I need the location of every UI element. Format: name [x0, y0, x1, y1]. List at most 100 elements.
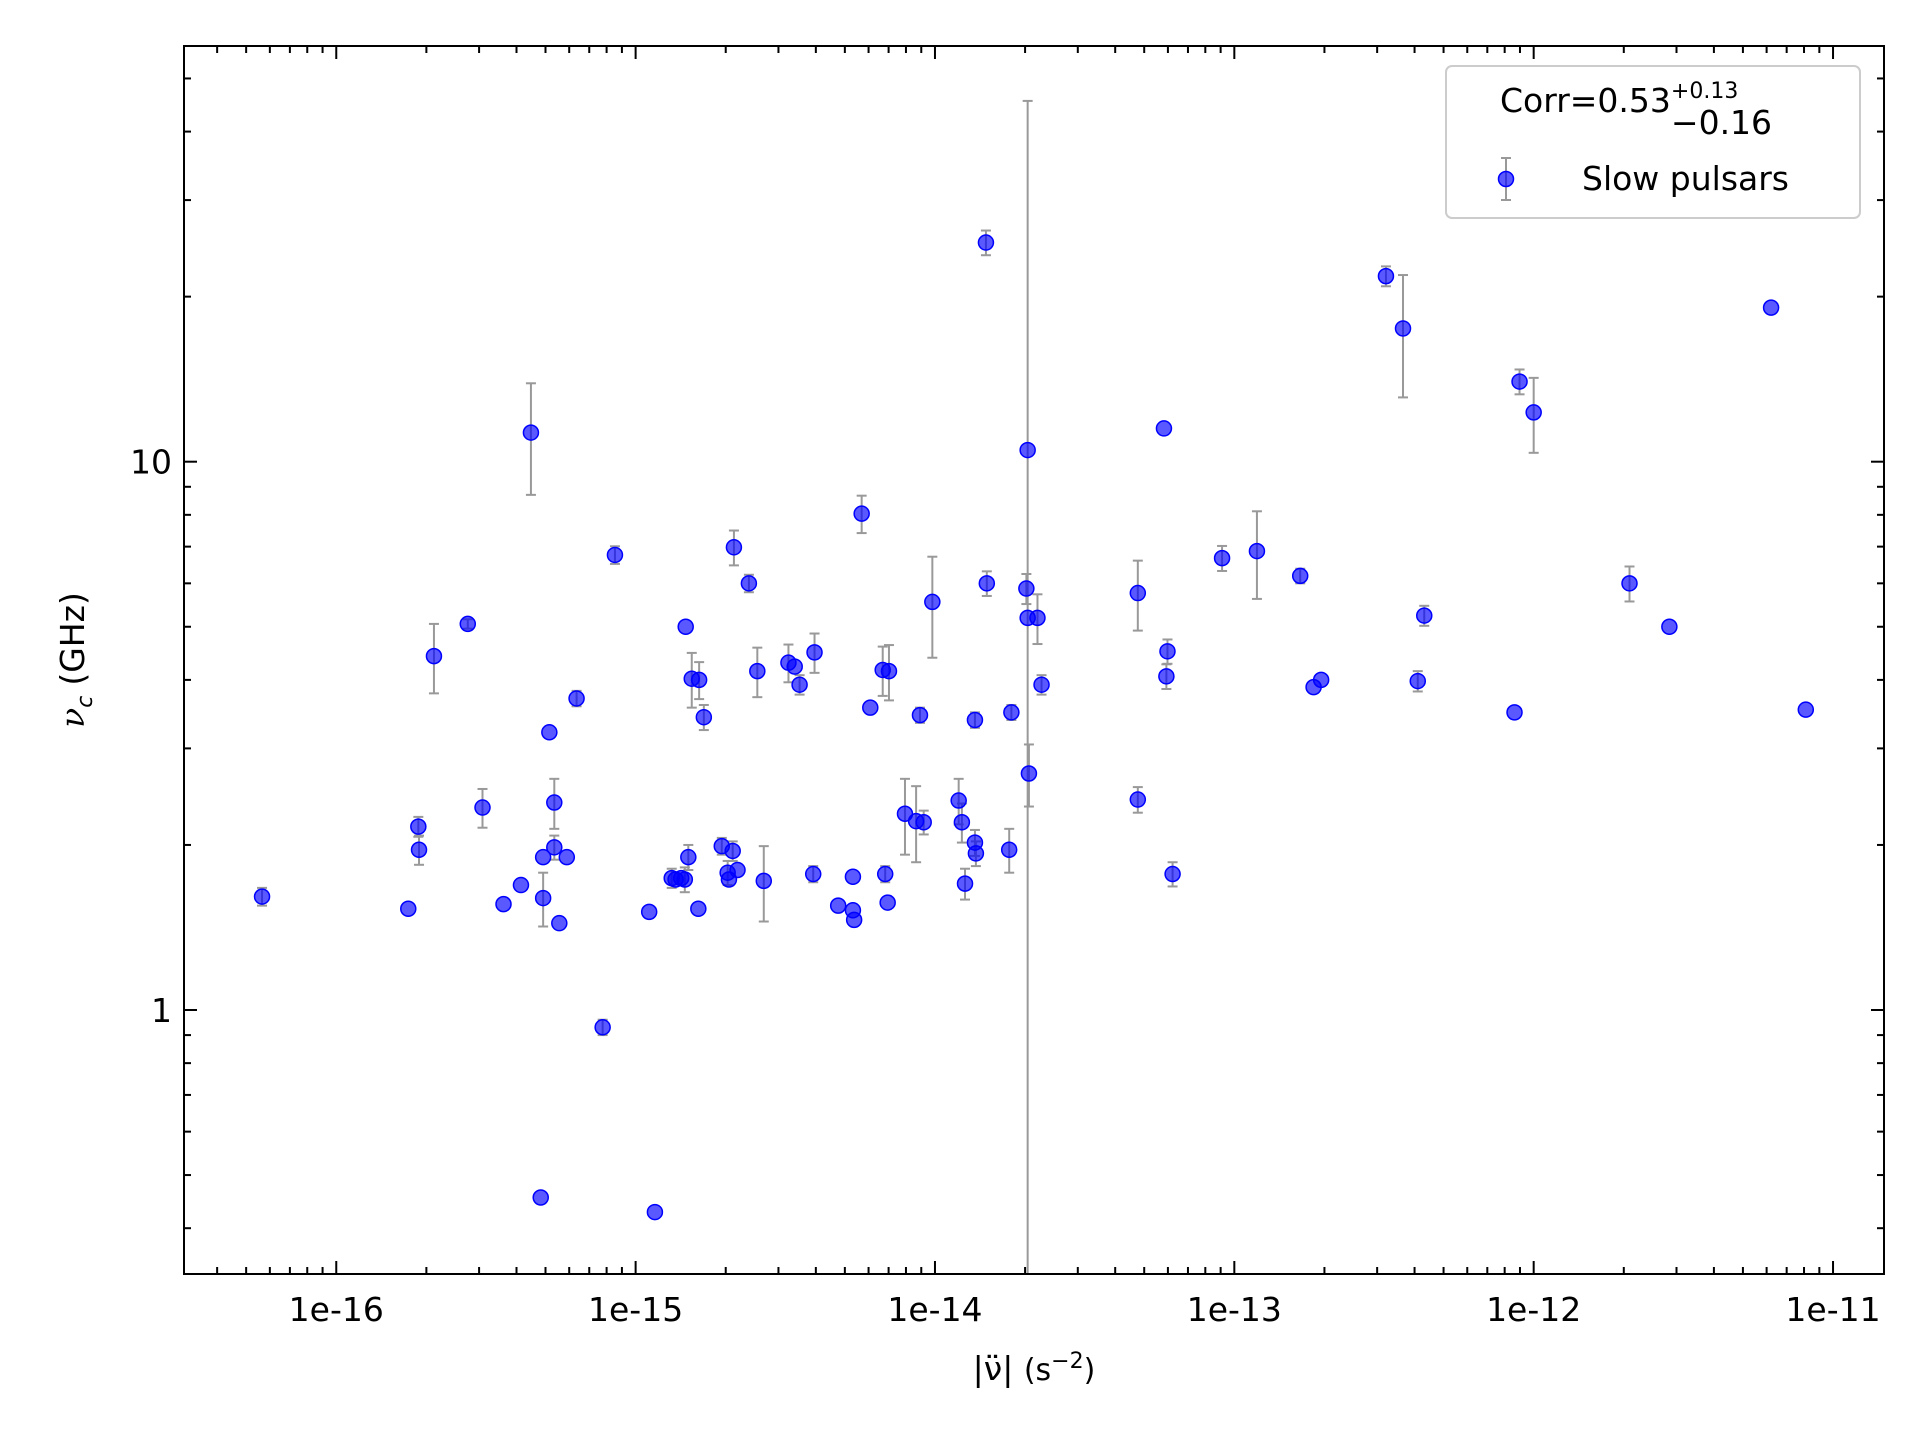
data-point: [1621, 575, 1638, 592]
data-point: [459, 615, 477, 633]
data-point: [950, 792, 967, 809]
data-point: [1029, 609, 1046, 627]
data-point: [541, 724, 558, 741]
data-point: [806, 644, 823, 661]
data-point: [1213, 549, 1231, 567]
data-point: [729, 861, 746, 879]
y-axis-label: νc (GHz): [53, 592, 98, 728]
data-point: [534, 848, 552, 866]
data-point: [755, 872, 773, 890]
data-point: [740, 575, 758, 592]
data-point: [1018, 580, 1035, 597]
x-tick-label: 1e-14: [887, 1290, 982, 1329]
data-point: [695, 708, 713, 726]
data-point: [1416, 607, 1433, 624]
data-point: [253, 888, 271, 905]
data-point: [410, 818, 427, 835]
data-point: [474, 799, 491, 816]
x-tick-label: 1e-15: [588, 1290, 683, 1329]
data-point: [1129, 584, 1147, 602]
ticks: 1e-16 1e-15 1e-14 1e-13 1e-12 1e-11 1 10: [130, 46, 1884, 1329]
data-point: [1033, 676, 1050, 693]
legend-label: Slow pulsars: [1582, 159, 1789, 198]
data-point: [966, 711, 984, 729]
data-point: [680, 848, 697, 866]
data-point: [844, 868, 862, 885]
legend-marker: [1497, 170, 1515, 188]
x-label-close: ): [1084, 1353, 1096, 1388]
data-point: [879, 894, 896, 911]
data-point: [1377, 267, 1395, 285]
legend-box: [1445, 65, 1861, 219]
data-point: [690, 900, 707, 917]
data-point: [915, 813, 932, 831]
data-point: [725, 539, 743, 556]
data-point: [1312, 671, 1330, 689]
x-label-unit: (s: [1024, 1353, 1051, 1388]
x-axis-label: |ν̈| (s−2): [973, 1349, 1096, 1388]
y-tick-label: 1: [151, 991, 172, 1030]
data-point: [845, 911, 863, 929]
data-point: [1003, 704, 1020, 721]
y-label-symbol: ν: [53, 708, 92, 728]
data-point: [953, 813, 971, 831]
data-point: [1394, 320, 1412, 337]
data-point: [978, 575, 996, 592]
data-point: [1155, 420, 1173, 437]
data-point: [400, 900, 417, 917]
data-point: [862, 699, 879, 716]
data-point: [594, 1019, 611, 1036]
data-point: [749, 662, 766, 680]
y-label-unit: (GHz): [53, 592, 92, 685]
data-point: [1000, 841, 1018, 859]
y-label-subscript: c: [73, 696, 98, 708]
data-point: [956, 875, 974, 892]
data-point: [546, 794, 563, 811]
x-label-exponent: −2: [1051, 1349, 1083, 1374]
data-point: [804, 865, 822, 883]
data-point: [1511, 373, 1528, 390]
data-point: [410, 841, 428, 859]
data-point: [1020, 765, 1038, 782]
data-point: [1159, 643, 1176, 660]
data-point: [1248, 542, 1266, 560]
x-tick-label: 1e-16: [289, 1290, 384, 1329]
axes-frame: [183, 45, 1885, 1275]
x-tick-label: 1e-13: [1187, 1290, 1282, 1329]
data-point: [1129, 791, 1147, 808]
data-point: [1158, 668, 1175, 685]
x-tick-label: 1e-12: [1486, 1290, 1581, 1329]
data-point: [425, 647, 443, 665]
data-point: [512, 876, 530, 894]
data-point: [1797, 701, 1815, 718]
data-point: [558, 848, 576, 866]
data-point: [1506, 704, 1523, 721]
legend: Corr=0.53+0.13 −0.16 Slow pulsars: [1445, 65, 1861, 219]
data-point: [568, 690, 585, 707]
data-point: [829, 897, 847, 914]
data-point: [911, 706, 929, 724]
data-point: [640, 903, 658, 921]
data-point: [677, 618, 694, 636]
y-tick-label: 10: [130, 443, 172, 482]
data-point: [876, 865, 894, 883]
data-point: [522, 424, 540, 441]
data-point: [546, 839, 563, 856]
legend-title: Corr=0.53+0.13: [1500, 79, 1738, 120]
data-point: [690, 671, 708, 689]
data-point: [1019, 441, 1036, 459]
data-point: [924, 593, 941, 611]
data-point: [724, 842, 741, 860]
data-point: [1291, 567, 1309, 585]
x-tick-label: 1e-11: [1785, 1290, 1880, 1329]
data-point: [853, 505, 870, 522]
data-point: [1409, 672, 1427, 690]
data-point: [646, 1203, 664, 1221]
data-point: [977, 234, 995, 251]
data-point: [791, 676, 808, 693]
data-point: [532, 1189, 549, 1206]
data-point: [495, 895, 512, 913]
data-point: [1525, 404, 1542, 421]
